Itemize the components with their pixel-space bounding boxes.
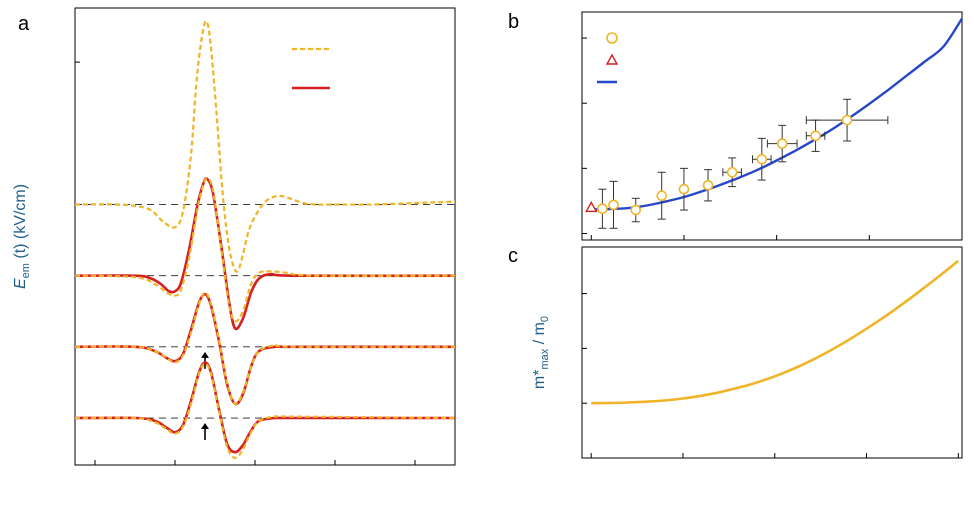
panel-label-a: a — [18, 13, 30, 35]
experiment-point — [810, 130, 821, 142]
experiment-point — [656, 190, 668, 202]
y-label-main-c: m* — [531, 370, 548, 390]
y-label-sub-c: max — [539, 348, 551, 369]
y-label-sub-a: em — [20, 263, 32, 278]
panel-a: Eem (t) (kV/cm) — [12, 7, 456, 466]
exp-trace-2 — [74, 291, 456, 406]
exp-trace-0 — [74, 19, 456, 273]
experiment-point — [726, 166, 738, 178]
experiment-point — [841, 114, 853, 126]
peak-arrow-head-2 — [201, 351, 209, 358]
experiment-point — [608, 199, 619, 211]
experiment-point — [756, 153, 768, 165]
peak-arrow-head-3 — [201, 423, 209, 430]
plot-frame-c — [581, 246, 963, 459]
plot-frame-a — [74, 7, 456, 466]
effective-mass-curve — [591, 259, 960, 405]
y-axis-label-a: Eem (t) (kV/cm) — [12, 184, 32, 289]
y-label-main-a: E — [12, 278, 29, 289]
panel-c: m*max / m0 — [531, 246, 963, 459]
calc-trace-2 — [74, 292, 455, 406]
experiment-point — [630, 204, 642, 216]
panel-label-b: b — [508, 11, 519, 33]
reference-point — [585, 200, 598, 213]
calc-trace-3 — [74, 361, 455, 454]
y-label-rest-a: (t) (kV/cm) — [12, 184, 29, 263]
exp-trace-3 — [74, 362, 456, 460]
experiment-point — [678, 183, 690, 195]
legend-marker-ref — [605, 53, 619, 65]
exp-trace-1 — [74, 177, 456, 323]
legend-marker-experiment — [606, 32, 618, 44]
y-label-sub2-c: 0 — [539, 316, 551, 322]
experiment-point — [597, 203, 608, 215]
panel-b — [581, 11, 964, 241]
experiment-point — [776, 138, 788, 149]
plot-frame-b — [581, 11, 963, 241]
y-axis-label-c: m*max / m0 — [531, 316, 551, 389]
y-label-rest-c: / m — [531, 322, 548, 349]
calc-trace-1 — [74, 177, 456, 331]
panel-label-c: c — [508, 245, 518, 267]
calculation-curve — [591, 17, 964, 211]
experiment-point — [702, 179, 714, 191]
